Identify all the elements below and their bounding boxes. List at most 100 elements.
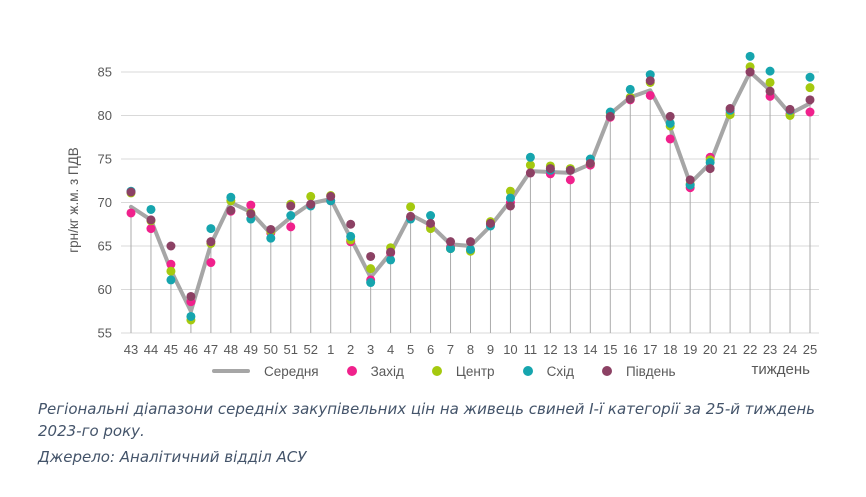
data-point-Центр [505,186,515,196]
data-point-Південь [446,237,456,247]
data-point-Південь [286,201,296,211]
legend-label: Південь [625,363,676,379]
data-point-Захід [565,175,575,185]
caption-text: Регіональні діапазони середніх закупівел… [38,400,815,440]
data-point-Південь [805,95,815,105]
x-tick-label: 16 [623,342,637,357]
data-point-Південь [545,164,555,174]
data-point-Захід [206,258,216,268]
x-tick-label: 49 [244,342,258,357]
y-axis-title: грн/кг ж.м. з ПДВ [66,147,81,253]
x-tick-label: 2 [347,342,354,357]
data-point-Південь [605,111,615,121]
data-point-Схід [266,233,276,243]
y-tick-label: 70 [98,195,112,210]
y-tick-label: 85 [98,65,112,80]
legend-label: Захід [370,363,404,379]
x-tick-label: 1 [327,342,334,357]
data-point-Південь [266,224,276,234]
data-point-Південь [685,175,695,185]
data-point-Схід [525,152,535,162]
y-tick-label: 55 [98,326,112,341]
data-point-Схід [446,244,456,254]
data-point-Південь [366,251,376,261]
south-dot-swatch-icon [601,366,612,376]
x-tick-label: 22 [743,342,757,357]
data-point-Захід [665,134,675,144]
x-tick-label: 48 [224,342,238,357]
x-tick-label: 8 [467,342,474,357]
data-point-Схід [426,211,436,221]
center-dot-swatch-icon [431,366,442,376]
data-point-Південь [146,215,156,225]
data-point-Захід [286,222,296,232]
data-point-Центр [805,83,815,93]
data-point-Південь [206,237,216,247]
x-tick-label: 11 [524,342,538,357]
data-point-Захід [645,90,655,100]
legend-label: Центр [455,363,495,379]
x-tick-label: 15 [603,342,617,357]
data-point-Південь [525,168,535,178]
data-point-Південь [565,165,575,175]
x-tick-label: 18 [663,342,677,357]
legend-item-pivden: Південь [601,363,676,379]
x-tick-label: 13 [563,342,577,357]
legend-item-zakhid: Захід [346,363,404,379]
chart-legend: Середня Захід Центр Схід Південь [212,362,676,380]
y-tick-label: 60 [98,282,112,297]
data-point-Південь [485,218,495,228]
data-point-Південь [725,104,735,114]
x-tick-label: 50 [264,342,278,357]
x-tick-label: 6 [427,342,434,357]
data-point-Схід [805,72,815,82]
x-tick-label: 9 [487,342,494,357]
data-point-Південь [426,218,436,228]
data-point-Південь [466,237,475,247]
x-tick-label: 14 [583,342,597,357]
data-point-Південь [346,219,356,229]
x-tick-label: 20 [703,342,717,357]
x-tick-label: 5 [407,342,414,357]
data-point-Південь [625,94,635,104]
data-point-Південь [406,211,416,221]
data-point-Південь [665,111,675,121]
data-point-Захід [246,200,256,210]
average-line-swatch-icon [212,369,250,373]
legend-item-serednya: Середня [212,364,319,379]
category-drop-lines [130,72,811,333]
x-tick-label: 43 [124,342,138,357]
data-point-Південь [505,201,515,211]
data-point-Схід [366,278,376,288]
x-tick-label: 45 [164,342,178,357]
data-point-Південь [226,205,236,215]
x-tick-label: 47 [204,342,218,357]
x-tick-label: 52 [304,342,318,357]
y-axis-tick-labels: 55 60 65 70 75 80 85 [98,65,112,341]
x-tick-label: 4 [387,342,394,357]
chart-caption: Регіональні діапазони середніх закупівел… [38,398,830,468]
data-point-Південь [645,76,655,86]
data-point-Схід [286,211,296,221]
data-point-Схід [745,51,755,61]
x-tick-label: 44 [144,342,158,357]
x-tick-label: 10 [503,342,517,357]
x-tick-label: 3 [367,342,374,357]
data-point-Захід [805,107,815,117]
data-point-Південь [126,187,136,197]
legend-label: Схід [546,363,574,379]
data-point-Схід [226,192,236,202]
x-tick-label: 7 [447,342,454,357]
data-point-Центр [525,160,535,170]
x-tick-label: 19 [683,342,697,357]
data-point-Південь [785,104,795,114]
data-point-Центр [366,264,376,274]
data-point-Схід [186,311,196,321]
x-tick-label: 25 [803,342,817,357]
x-tick-label: 12 [543,342,557,357]
x-tick-label: 17 [643,342,657,357]
x-tick-label: 21 [723,342,737,357]
x-axis-title: тиждень [751,361,810,378]
data-point-Центр [166,266,176,276]
